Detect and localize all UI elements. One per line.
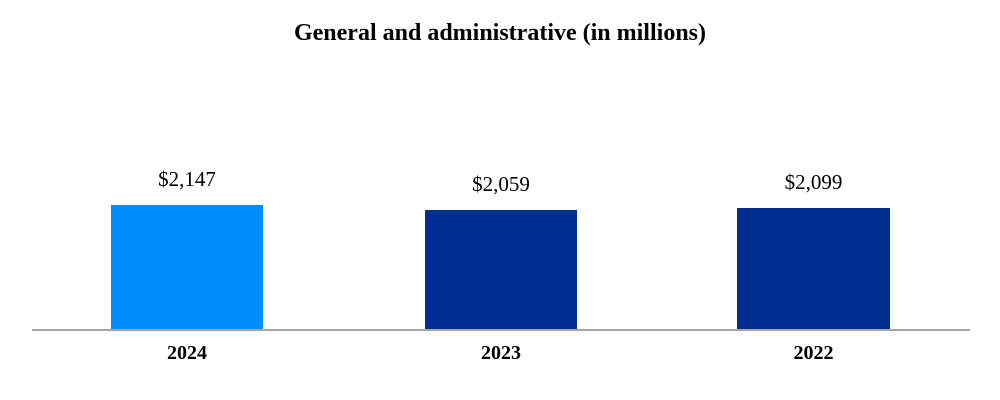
bar-2023 [425,210,577,329]
bar-2024 [111,205,263,329]
bar-value-label-2024: $2,147 [158,166,216,191]
x-axis-label-2024: 2024 [167,342,207,364]
x-axis-label-2022: 2022 [793,342,834,364]
bar-value-label-2023: $2,059 [472,171,530,196]
x-axis-label-2023: 2023 [481,342,521,364]
chart-title: General and administrative (in millions) [293,20,706,46]
bar-value-label-2022: $2,099 [784,169,843,194]
bar-2022 [737,208,890,329]
bar-group-2022: $2,099 [737,169,890,329]
bar-group-2024: $2,147 [111,166,263,329]
bar-group-2023: $2,059 [425,171,577,329]
x-axis-line [32,329,970,331]
